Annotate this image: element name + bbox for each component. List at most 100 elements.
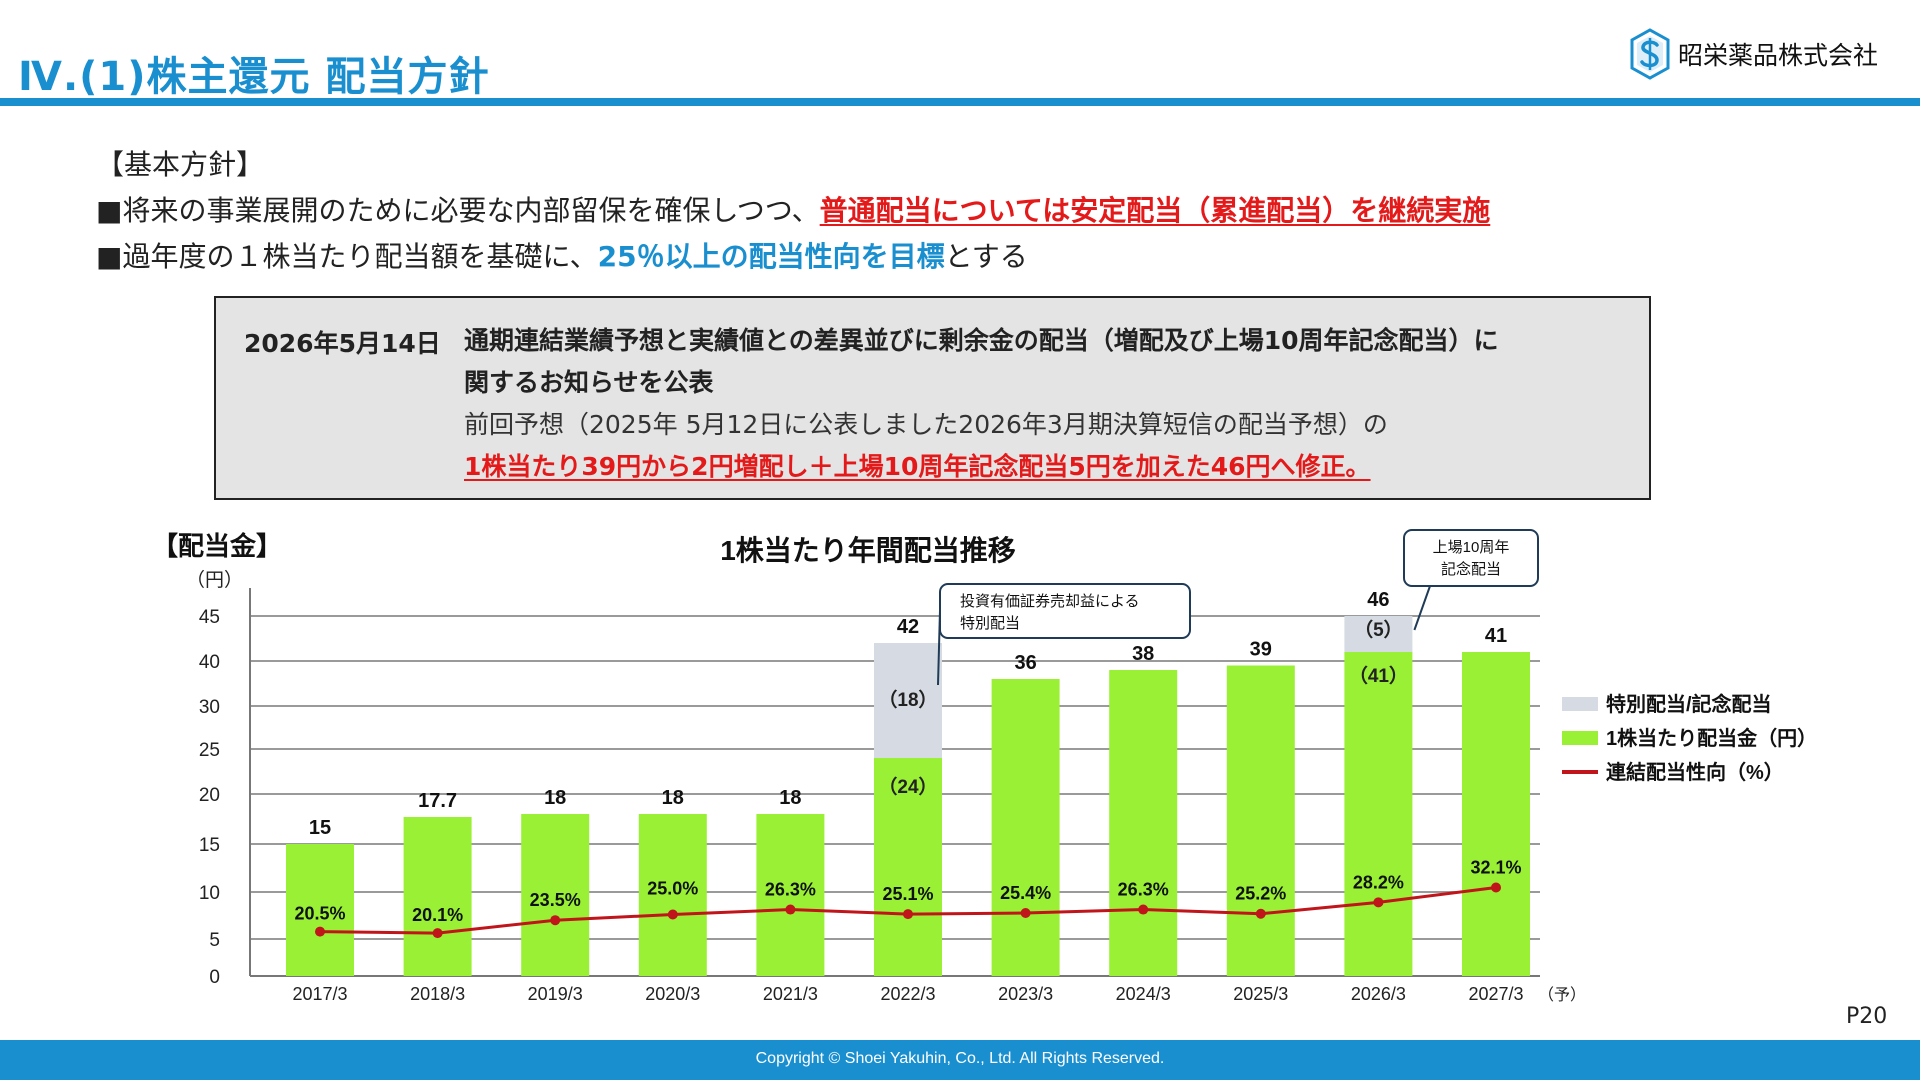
forecast-mark: （予） [1538,986,1586,1004]
bar-total-label: 36 [1014,652,1036,674]
header-divider [0,98,1920,106]
payout-ratio-label: 28.2% [1353,872,1404,892]
policy-line-1: ■将来の事業展開のために必要な内部留保を確保しつつ、普通配当については安定配当（… [96,188,1490,234]
x-tick-label: 2018/3 [410,984,465,1004]
bar-total-label: 42 [897,616,919,638]
payout-ratio-point [315,926,325,937]
payout-ratio-label: 23.5% [530,890,581,910]
bar-total-label: 39 [1250,639,1272,661]
bar-component-label: （24） [878,775,937,798]
payout-ratio-point [785,904,796,915]
announcement-detail: 前回予想（2025年 5月12日に公表しました2026年3月期決算短信の配当予想… [464,410,1388,439]
x-tick-label: 2026/3 [1351,984,1406,1004]
y-tick-label: 0 [209,967,220,988]
callout-box [1403,529,1539,587]
callout-box [939,583,1191,639]
x-tick-label: 2023/3 [998,984,1053,1004]
dividend-policy: 【基本方針】 ■将来の事業展開のために必要な内部留保を確保しつつ、普通配当につい… [96,142,1490,280]
company-mark-icon [1630,28,1670,80]
bar-regular-dividend [521,814,590,976]
chart-section-label: 【配当金】 [152,531,282,561]
callout-text: 投資有価証券売却益による [960,593,1140,610]
page-number: P20 [1846,1004,1888,1029]
y-tick-label: 40 [199,652,220,673]
legend-label-payout: 連結配当性向（%） [1606,760,1784,784]
bar-total-label: 15 [309,817,331,839]
payout-ratio-point [1373,897,1384,908]
y-tick-label: 20 [199,785,220,806]
bar-regular-dividend [991,679,1060,976]
bar-regular-dividend [403,817,472,976]
payout-ratio-label: 25.4% [1000,883,1051,903]
announcement-revision: 1株当たり39円から2円増配し＋上場10周年記念配当5円を加えた46円へ修正。 [464,452,1371,481]
policy-line-2-highlight: 25％以上の配当性向を目標 [597,240,945,273]
bar-regular-dividend [1344,652,1413,976]
bar-regular-dividend [874,758,942,976]
x-tick-label: 2020/3 [645,984,700,1004]
bar-total-label: 18 [662,787,684,809]
y-axis-unit: （円） [186,569,243,591]
footer: Copyright © Shoei Yakuhin, Co., Ltd. All… [0,1040,1920,1080]
bar-total-label: 17.7 [418,790,457,812]
policy-line-2-text: ■過年度の１株当たり配当額を基礎に、 [96,240,598,273]
legend-label-regular: 1株当たり配当金（円） [1606,726,1817,750]
payout-ratio-point [1020,907,1031,918]
announcement-body: 通期連結業績予想と実績値との差異並びに剰余金の配当（増配及び上場10周年記念配当… [464,320,1634,488]
bar-total-label: 18 [779,787,801,809]
bar-regular-dividend [638,814,707,976]
announcement-title-line-1: 通期連結業績予想と実績値との差異並びに剰余金の配当（増配及び上場10周年記念配当… [464,326,1499,355]
bar-total-label: 18 [544,787,566,809]
payout-ratio-point [1255,908,1266,919]
bar-special-dividend [874,643,942,758]
payout-ratio-point [903,909,913,920]
policy-line-1-text: ■将来の事業展開のために必要な内部留保を確保しつつ、 [96,194,820,227]
bar-regular-dividend [286,844,354,976]
bar-regular-dividend [1109,670,1178,976]
payout-ratio-label: 25.0% [647,879,698,899]
payout-ratio-label: 26.3% [1118,880,1169,900]
bar-total-label: 46 [1367,589,1389,611]
bar-regular-dividend [756,814,825,976]
bar-component-label: （41） [1349,664,1408,687]
announcement-title-line-2: 関するお知らせを公表 [464,368,714,397]
x-tick-label: 2021/3 [763,984,818,1004]
chart-title: 1株当たり年間配当推移 [720,534,1016,566]
policy-line-1-highlight: 普通配当については安定配当（累進配当）を継続実施 [819,194,1491,227]
payout-ratio-label: 20.1% [412,905,463,925]
legend-swatch-special [1562,697,1598,711]
bar-component-label: （5） [1354,618,1403,641]
company-logo: 昭栄薬品株式会社 [1630,28,1878,80]
policy-heading: 【基本方針】 [96,148,265,181]
footer-copyright: Copyright © Shoei Yakuhin, Co., Ltd. All… [755,1050,1165,1067]
payout-ratio-label: 25.2% [1235,884,1286,904]
x-tick-label: 2024/3 [1116,984,1171,1004]
payout-ratio-point [667,909,678,920]
y-tick-label: 15 [199,835,220,856]
callout-text: 記念配当 [1441,560,1501,578]
bar-regular-dividend [1462,652,1530,976]
y-tick-label: 5 [209,930,220,951]
y-tick-label: 25 [199,740,220,761]
bar-total-label: 41 [1485,625,1507,647]
bar-regular-dividend [1226,665,1295,976]
bar-special-dividend [1344,616,1413,652]
x-tick-label: 2017/3 [292,984,347,1004]
x-tick-label: 2027/3 [1468,984,1523,1004]
callout-text: 上場10周年 [1433,539,1510,556]
payout-ratio-label: 32.1% [1470,858,1521,878]
legend-swatch-regular [1562,731,1598,745]
payout-ratio-point [432,928,443,939]
x-tick-label: 2025/3 [1233,984,1288,1004]
x-tick-label: 2022/3 [880,984,935,1004]
page-title: Ⅳ.(1)株主還元 配当方針 [18,54,490,100]
bar-total-label: 38 [1132,643,1154,665]
bar-component-label: （18） [878,688,937,711]
payout-ratio-point [1491,882,1501,893]
policy-line-2: ■過年度の１株当たり配当額を基礎に、25％以上の配当性向を目標とする [96,234,1490,280]
callout-text: 特別配当 [960,615,1020,632]
y-tick-label: 10 [199,883,220,904]
payout-ratio-point [550,915,561,926]
payout-ratio-point [1138,904,1149,915]
payout-ratio-label: 26.3% [765,880,816,900]
x-tick-label: 2019/3 [528,984,583,1004]
